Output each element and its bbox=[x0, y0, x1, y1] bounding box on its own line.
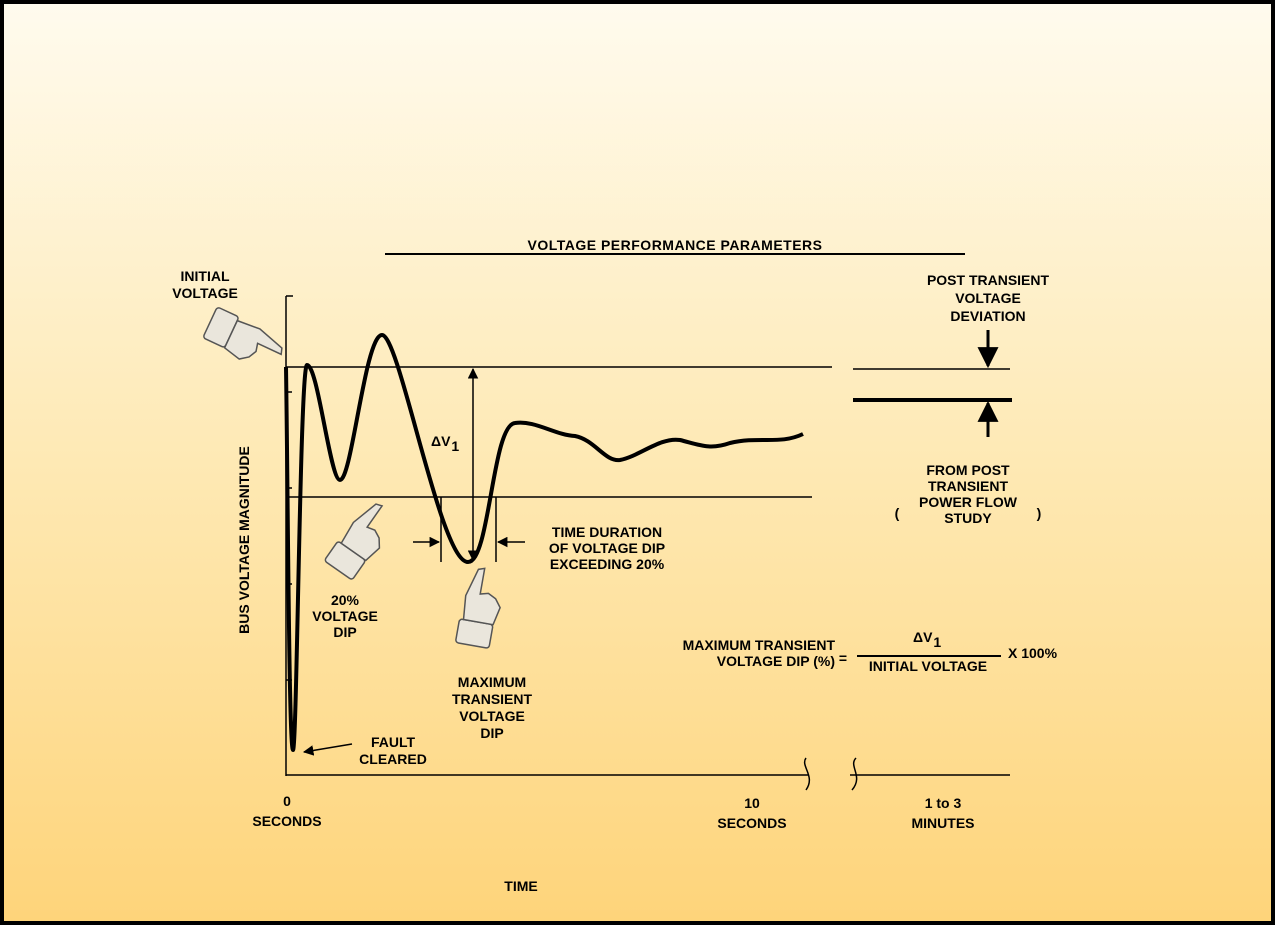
axis-break bbox=[803, 757, 811, 791]
annotation: 20% bbox=[331, 592, 360, 608]
fault-arrow bbox=[302, 743, 353, 756]
formula-label: VOLTAGE DIP (%) bbox=[717, 653, 835, 669]
hand bbox=[340, 503, 384, 562]
annotation: POST TRANSIENT bbox=[927, 272, 1050, 288]
annotation: OF VOLTAGE DIP bbox=[549, 540, 665, 556]
x-label: 1 to 3 bbox=[925, 795, 962, 811]
hand bbox=[223, 319, 283, 360]
annotation: DEVIATION bbox=[950, 308, 1025, 324]
x-label: SECONDS bbox=[717, 815, 786, 831]
x-label: 10 bbox=[744, 795, 760, 811]
x-axis-label: TIME bbox=[504, 878, 537, 894]
formula-numerator: ΔV bbox=[913, 629, 933, 645]
axis-break bbox=[851, 757, 858, 791]
annotation: VOLTAGE bbox=[172, 285, 238, 301]
formula-equals: = bbox=[839, 650, 847, 666]
voltage-curve bbox=[284, 332, 804, 753]
annotation: TIME DURATION bbox=[552, 524, 662, 540]
annotation: INITIAL bbox=[181, 268, 230, 284]
parenthesis: ) bbox=[1037, 505, 1042, 521]
annotation: VOLTAGE bbox=[955, 290, 1021, 306]
annotation: DIP bbox=[480, 725, 503, 741]
annotation: TRANSIENT bbox=[452, 691, 533, 707]
annotation: POWER FLOW bbox=[919, 494, 1018, 510]
x-label: MINUTES bbox=[912, 815, 975, 831]
arrows bbox=[302, 253, 1001, 756]
y-axis-label: BUS VOLTAGE MAGNITUDE bbox=[236, 446, 252, 634]
reference-lines bbox=[286, 366, 1012, 498]
hand-icon bbox=[455, 567, 501, 649]
hand-icon bbox=[324, 503, 384, 580]
formula-denominator: INITIAL VOLTAGE bbox=[869, 658, 987, 674]
annotation: CLEARED bbox=[359, 751, 427, 767]
formula-numerator-subscript: 1 bbox=[933, 634, 941, 650]
annotation: FAULT bbox=[371, 734, 416, 750]
title: VOLTAGE PERFORMANCE PARAMETERS bbox=[527, 237, 822, 253]
x-label: SECONDS bbox=[252, 813, 321, 829]
annotation: TRANSIENT bbox=[928, 478, 1009, 494]
annotation: VOLTAGE bbox=[459, 708, 525, 724]
formula-multiplier: X 100% bbox=[1008, 645, 1058, 661]
delta-v: ΔV bbox=[431, 433, 451, 449]
annotation: MAXIMUM bbox=[458, 674, 526, 690]
x-label: 0 bbox=[283, 793, 291, 809]
delta-v-subscript: 1 bbox=[451, 438, 459, 454]
annotation: STUDY bbox=[944, 510, 992, 526]
annotation: EXCEEDING 20% bbox=[550, 556, 665, 572]
hand bbox=[462, 567, 501, 626]
parenthesis: ( bbox=[895, 505, 900, 521]
formula-label: MAXIMUM TRANSIENT bbox=[683, 637, 836, 653]
annotation: FROM POST bbox=[926, 462, 1010, 478]
hand-icon bbox=[203, 307, 283, 360]
annotation: DIP bbox=[333, 624, 356, 640]
annotation: VOLTAGE bbox=[312, 608, 378, 624]
